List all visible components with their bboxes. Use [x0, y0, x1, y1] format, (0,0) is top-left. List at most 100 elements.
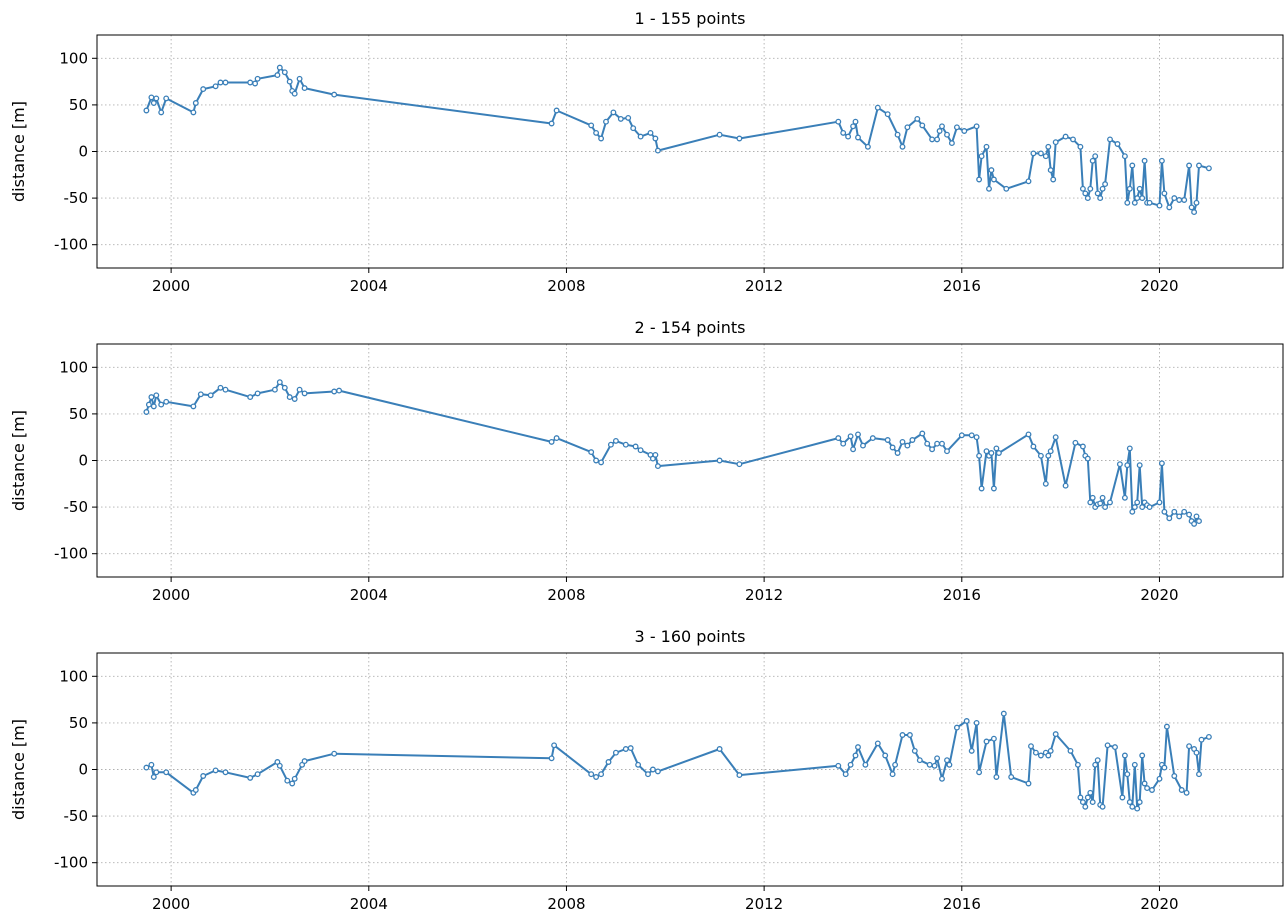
data-point [199, 392, 204, 397]
x-tick-label: 2020 [1140, 895, 1178, 913]
x-tick-label: 2004 [350, 586, 388, 604]
data-point [191, 404, 196, 409]
data-point [969, 433, 974, 438]
data-point [1048, 449, 1053, 454]
data-point [989, 451, 994, 456]
data-point [927, 763, 932, 768]
data-point [290, 781, 295, 786]
data-point [885, 112, 890, 117]
data-point [1086, 196, 1091, 201]
data-point [194, 788, 199, 793]
data-point [1073, 441, 1078, 446]
data-point [633, 444, 638, 449]
data-point [1081, 444, 1086, 449]
data-point [1034, 750, 1039, 755]
data-point [255, 391, 260, 396]
data-point [549, 121, 554, 126]
data-point [863, 763, 868, 768]
data-point [656, 148, 661, 153]
data-point [149, 95, 154, 100]
data-point [589, 123, 594, 128]
data-point [1068, 749, 1073, 754]
data-point [1192, 522, 1197, 527]
data-point [950, 141, 955, 146]
data-point [1103, 505, 1108, 510]
subplot-3: 2000 2004 2008 2012 2016 2020100500-50-1003 -… [9, 627, 1283, 913]
data-point [653, 136, 658, 141]
data-point [201, 87, 206, 92]
y-tick-label: -50 [64, 498, 89, 516]
x-tick-label: 2004 [350, 277, 388, 295]
y-tick-label: 100 [59, 358, 88, 376]
data-point [1160, 461, 1165, 466]
data-point [1086, 795, 1091, 800]
data-point [737, 462, 742, 467]
data-series [144, 711, 1211, 811]
data-point [1187, 163, 1192, 168]
data-point [144, 765, 149, 770]
data-point [1044, 154, 1049, 159]
data-point [1088, 791, 1093, 796]
data-point [1194, 514, 1199, 519]
data-series [144, 380, 1201, 526]
data-point [925, 441, 930, 446]
data-point [905, 443, 910, 448]
y-tick-label: 0 [78, 143, 88, 161]
data-point [848, 763, 853, 768]
data-point [297, 77, 302, 82]
data-point [1162, 510, 1167, 515]
data-point [255, 77, 260, 82]
data-point [1135, 196, 1140, 201]
data-point [1100, 805, 1105, 810]
data-point [159, 402, 164, 407]
data-point [255, 772, 260, 777]
data-point [940, 777, 945, 782]
x-tick-label: 2000 [152, 277, 190, 295]
data-point [1118, 462, 1123, 467]
data-point [1182, 198, 1187, 203]
data-point [890, 445, 895, 450]
data-point [1137, 463, 1142, 468]
data-point [992, 486, 997, 491]
data-point [984, 739, 989, 744]
x-tick-label: 2016 [943, 895, 981, 913]
data-point [866, 145, 871, 150]
data-point [1128, 800, 1133, 805]
data-point [302, 86, 307, 91]
data-point [287, 395, 292, 400]
data-point [1172, 510, 1177, 515]
data-point [1172, 196, 1177, 201]
x-tick-label: 2008 [547, 277, 585, 295]
x-tick-label: 2012 [745, 586, 783, 604]
x-tick-label: 2020 [1140, 277, 1178, 295]
data-point [1039, 454, 1044, 459]
data-point [1095, 191, 1100, 196]
data-point [1147, 505, 1152, 510]
data-point [1051, 177, 1056, 182]
data-point [589, 772, 594, 777]
data-point [594, 131, 599, 136]
data-point [594, 775, 599, 780]
data-point [945, 758, 950, 763]
data-point [1090, 159, 1095, 164]
data-point [1157, 500, 1162, 505]
data-point [302, 391, 307, 396]
data-point [1039, 753, 1044, 758]
data-point [856, 432, 861, 437]
data-point [1026, 179, 1031, 184]
data-point [332, 389, 337, 394]
data-point [945, 449, 950, 454]
data-point [853, 753, 858, 758]
data-point [1179, 788, 1184, 793]
data-point [628, 746, 633, 751]
data-point [1029, 744, 1034, 749]
y-axis-label: distance [m] [9, 101, 28, 202]
y-tick-label: 100 [59, 49, 88, 67]
data-point [283, 70, 288, 75]
y-tick-label: -100 [54, 545, 88, 563]
data-point [213, 768, 218, 773]
data-point [1083, 191, 1088, 196]
y-tick-label: 50 [69, 405, 88, 423]
data-point [932, 764, 937, 769]
